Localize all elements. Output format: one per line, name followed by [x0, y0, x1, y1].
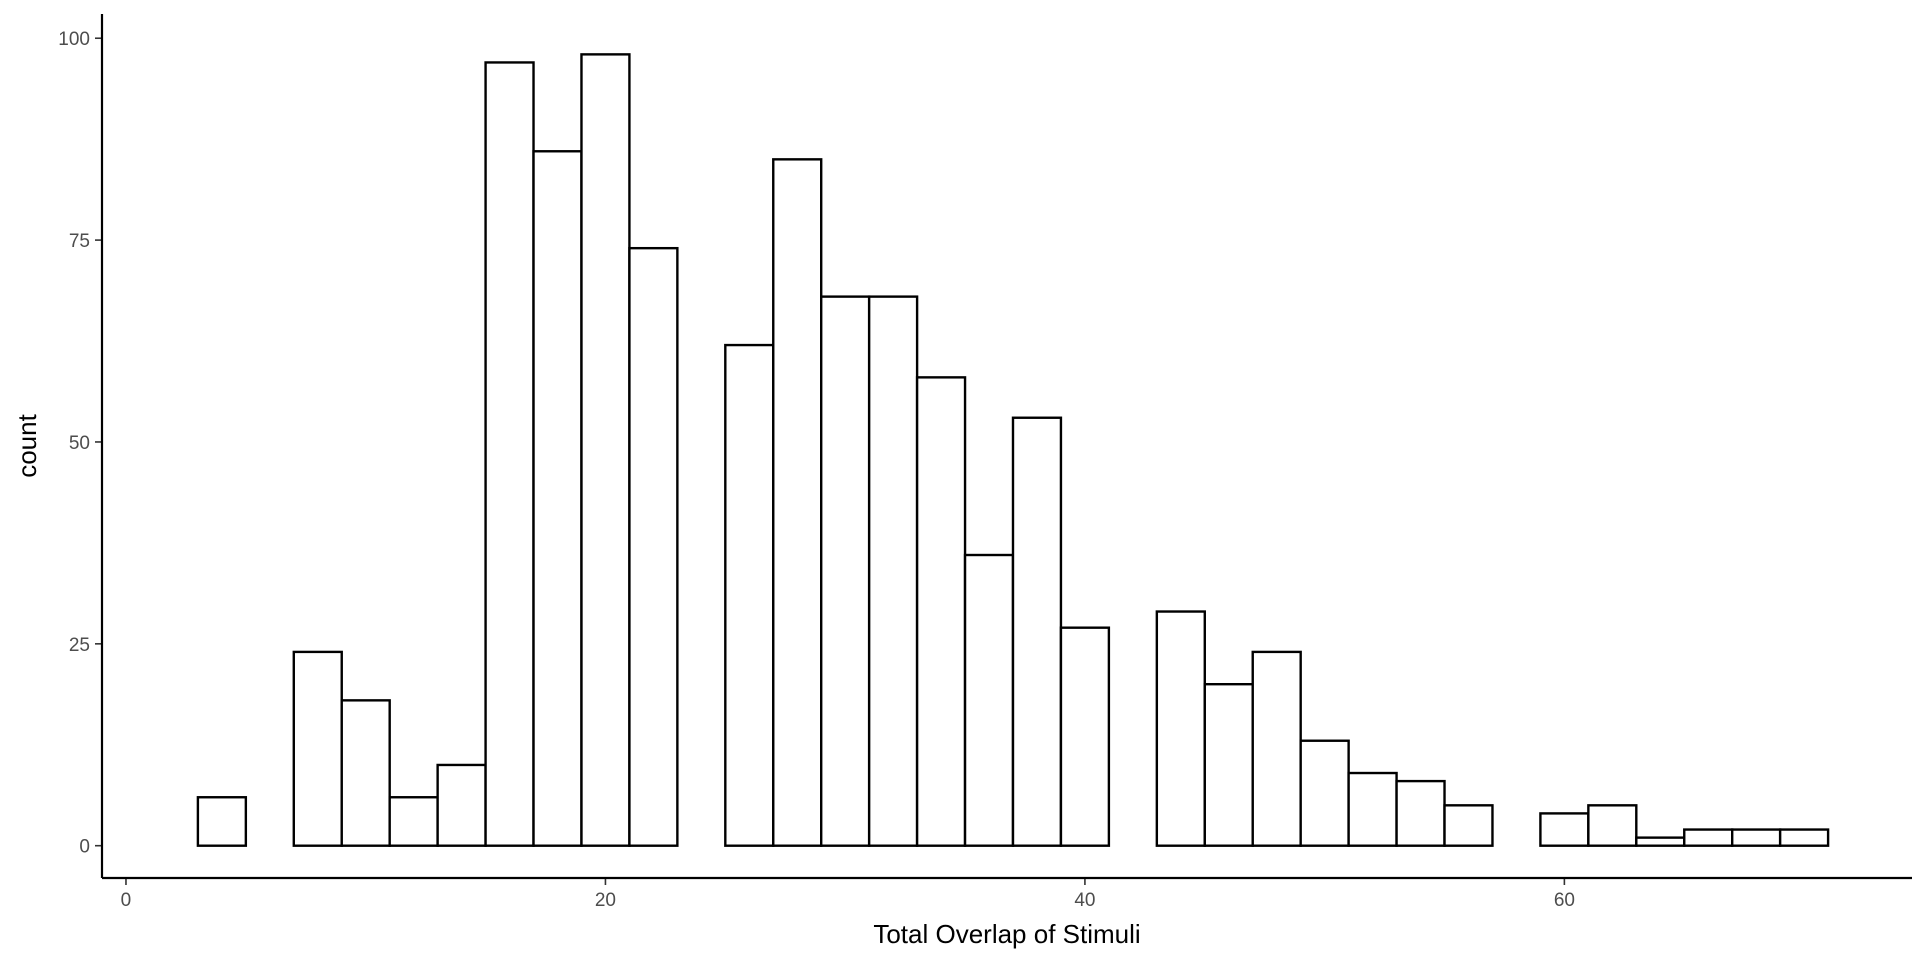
histogram-bar-14	[867, 295, 919, 847]
histogram-bar-18	[1059, 626, 1111, 847]
histogram-bar-26	[1443, 804, 1494, 847]
histogram-bar-17	[1011, 416, 1063, 847]
histogram-bar-9	[628, 246, 679, 847]
histogram-bar-0	[196, 796, 248, 847]
histogram-bar-5	[436, 763, 487, 847]
y-axis-ticks: 0 25 50 75 100	[58, 29, 102, 858]
x-tick-label-20: 20	[595, 890, 616, 911]
histogram-bar-7	[532, 150, 583, 847]
x-tick-label-0: 0	[121, 890, 132, 911]
histogram-bar-15	[915, 376, 967, 847]
histogram-bar-21	[1203, 683, 1254, 847]
y-axis-title: count	[12, 413, 42, 477]
histogram-bar-29	[1587, 804, 1638, 847]
histogram-bar-20	[1155, 610, 1206, 847]
histogram-bar-23	[1299, 739, 1350, 847]
y-tick-label-50: 50	[69, 433, 90, 454]
y-tick-label-0: 0	[79, 837, 90, 858]
histogram-bar-22	[1251, 650, 1302, 847]
y-tick-label-25: 25	[69, 635, 90, 656]
histogram-bar-6	[484, 61, 535, 847]
histogram-bar-13	[820, 295, 871, 847]
x-tick-label-40: 40	[1074, 890, 1095, 911]
y-tick-label-100: 100	[58, 29, 90, 50]
y-tick-label-75: 75	[69, 231, 90, 252]
histogram-bar-3	[340, 699, 391, 847]
histogram-bar-30	[1635, 836, 1686, 847]
histogram-bar-8	[580, 53, 631, 847]
histogram-bar-4	[388, 796, 439, 847]
histogram-bar-32	[1730, 828, 1782, 847]
histogram-bars	[196, 53, 1830, 847]
histogram-bar-11	[724, 343, 775, 847]
histogram-bar-12	[772, 158, 823, 847]
x-tick-label-60: 60	[1554, 890, 1575, 911]
histogram-bar-25	[1395, 779, 1446, 847]
histogram-bar-24	[1347, 771, 1398, 847]
histogram-bar-16	[963, 553, 1015, 847]
histogram-bar-28	[1539, 812, 1590, 847]
x-axis-title: Total Overlap of Stimuli	[873, 919, 1140, 949]
histogram-bar-2	[292, 650, 343, 847]
histogram-bar-31	[1683, 828, 1734, 847]
histogram-bar-33	[1778, 828, 1830, 847]
x-axis-ticks: 0 20 40 60	[121, 878, 1575, 911]
